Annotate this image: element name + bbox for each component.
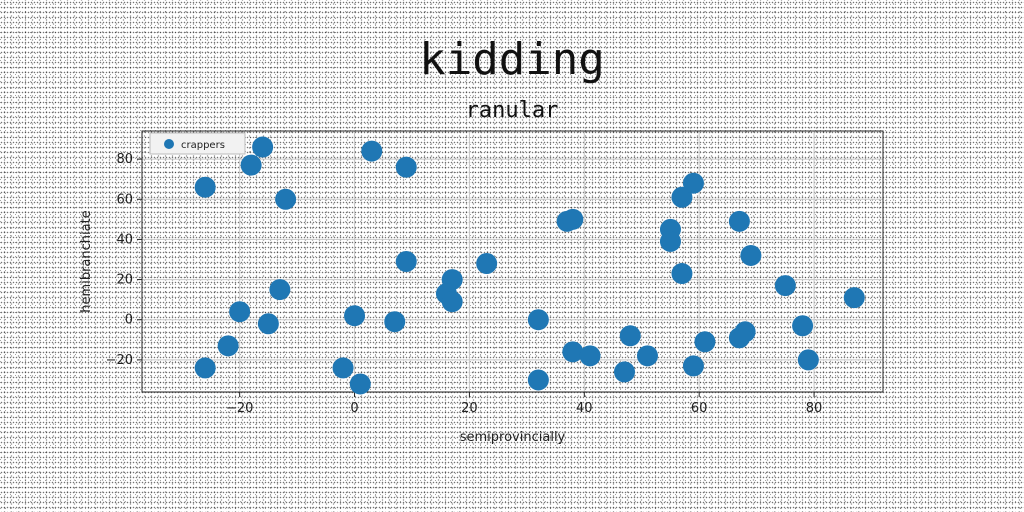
x-tick-label: 40 [576, 401, 593, 416]
data-point [734, 321, 756, 343]
y-axis-label: hemibranchiate [79, 210, 94, 312]
data-point [562, 341, 584, 363]
data-point [527, 309, 549, 331]
data-point [332, 357, 354, 379]
data-point [619, 325, 641, 347]
data-points [165, 132, 865, 395]
y-tick-label: 0 [125, 313, 133, 328]
data-point [614, 361, 636, 383]
chart-title: kidding [419, 34, 605, 85]
data-point [774, 275, 796, 297]
x-tick-label: 0 [350, 401, 358, 416]
data-point [194, 176, 216, 198]
data-point [562, 208, 584, 230]
data-point [671, 263, 693, 285]
data-point [441, 291, 463, 313]
legend: crappers [149, 132, 246, 155]
data-point [579, 345, 601, 367]
data-point [792, 315, 814, 337]
data-point [694, 331, 716, 353]
data-point [395, 156, 417, 178]
data-point [269, 279, 291, 301]
y-tick-label: 60 [116, 192, 133, 207]
data-point [659, 230, 681, 252]
axis-ticks: −20 0 20 40 60 80 −20 0 20 40 60 80 [106, 152, 823, 416]
x-tick-label: 20 [461, 401, 478, 416]
data-point [682, 172, 704, 194]
x-tick-label: −20 [226, 401, 253, 416]
plot-frame [141, 130, 884, 393]
data-point [344, 305, 366, 327]
data-point [728, 210, 750, 232]
data-point [361, 140, 383, 162]
x-tick-label: 60 [691, 401, 708, 416]
y-tick-label: 80 [116, 152, 133, 167]
chart-subtitle: ranular [465, 98, 559, 123]
data-point [395, 251, 417, 272]
data-point [843, 287, 865, 309]
y-tick-label: 40 [116, 232, 133, 247]
data-point [252, 136, 274, 158]
data-point [229, 301, 251, 323]
legend-label: crappers [181, 140, 225, 151]
data-point [384, 311, 406, 333]
data-point [527, 369, 549, 391]
y-tick-label: 20 [116, 273, 133, 288]
data-point [740, 244, 762, 266]
x-tick-label: 80 [806, 401, 823, 416]
data-point [275, 188, 297, 210]
data-point [476, 253, 498, 275]
data-point [240, 154, 262, 176]
data-point [797, 349, 819, 371]
data-point [257, 313, 279, 335]
data-point [194, 357, 216, 379]
legend-box [149, 132, 246, 155]
x-axis-label: semiprovincially [460, 430, 566, 445]
legend-marker [164, 139, 174, 149]
data-point [636, 345, 658, 367]
data-point [349, 373, 371, 395]
y-tick-label: −20 [106, 353, 133, 368]
data-point [217, 335, 239, 357]
data-point [682, 355, 704, 377]
data-point [671, 186, 693, 208]
